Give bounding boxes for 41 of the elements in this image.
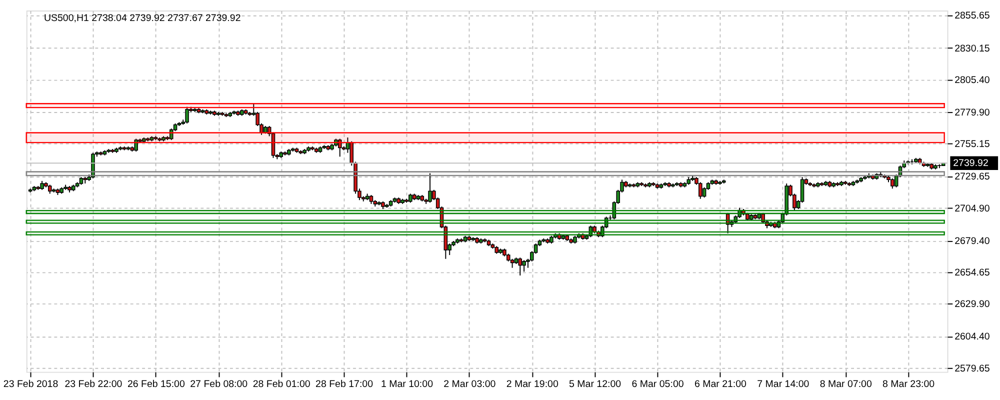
candlestick (338, 138, 342, 158)
x-tick-label: 8 Mar 23:00 (882, 378, 936, 390)
y-tick-label: 2604.40 (954, 332, 990, 343)
x-tick-label: 8 Mar 07:00 (820, 378, 872, 390)
x-tick-label: 2 Mar 19:00 (506, 378, 559, 390)
ref-line-label: 2739.92 (953, 158, 988, 170)
candlestick (428, 172, 432, 204)
y-tick-label: 2855.65 (954, 10, 990, 22)
candlestick (890, 178, 894, 190)
candlestick (91, 152, 95, 179)
chart-title: US500,H1 2738.04 2739.92 2737.67 2739.92 (44, 13, 241, 24)
candlestick (761, 212, 765, 224)
candlestick (134, 138, 138, 152)
candlestick (522, 260, 526, 272)
x-tick-label: 28 Feb 01:00 (252, 378, 311, 390)
y-tick-label: 2704.90 (954, 203, 990, 214)
candlestick (726, 212, 730, 234)
x-tick-label: 23 Feb 2018 (3, 378, 58, 390)
x-tick-label: 26 Feb 15:00 (127, 378, 186, 390)
x-tick-label: 27 Feb 08:00 (190, 378, 248, 390)
x-tick-label: 28 Feb 17:00 (316, 378, 374, 390)
candlestick (588, 225, 593, 238)
x-tick-label: 1 Mar 10:00 (380, 378, 434, 390)
x-tick-label: 23 Feb 22:00 (64, 378, 123, 390)
y-tick-label: 2654.65 (954, 268, 990, 279)
y-tick-label: 2579.65 (954, 363, 990, 374)
x-tick-label: 5 Mar 12:00 (569, 378, 622, 390)
y-tick-label: 2779.90 (954, 107, 990, 118)
candlestick (185, 106, 189, 124)
candlestick (518, 257, 522, 276)
x-tick-label: 7 Mar 14:00 (757, 378, 810, 390)
y-tick-label: 2729.65 (954, 172, 990, 183)
y-tick-label: 2805.40 (954, 74, 990, 86)
x-tick-label: 2 Mar 03:00 (444, 378, 496, 390)
y-tick-label: 2755.15 (954, 139, 990, 150)
x-tick-label: 6 Mar 05:00 (632, 378, 684, 390)
y-tick-label: 2830.15 (954, 43, 990, 54)
candlestick (169, 128, 174, 141)
y-tick-label: 2679.40 (954, 236, 990, 247)
x-tick-label: 6 Mar 21:00 (694, 378, 748, 390)
y-tick-label: 2629.90 (954, 299, 990, 310)
